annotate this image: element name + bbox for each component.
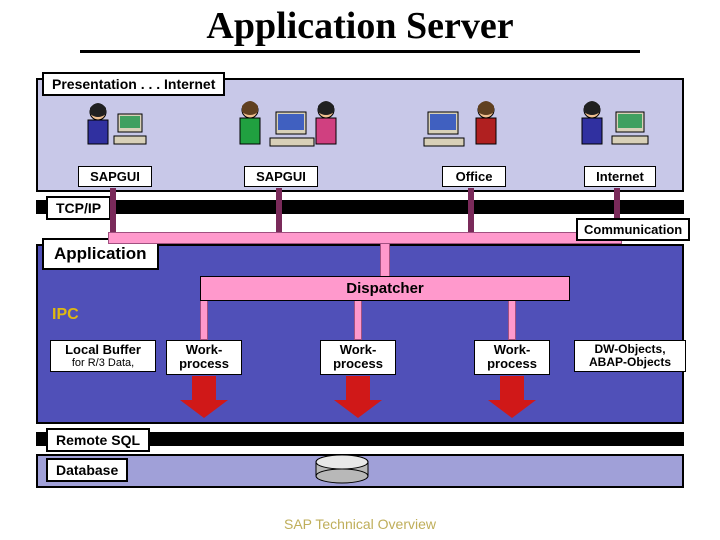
dw-objects-box: DW-Objects, ABAP-Objects: [574, 340, 686, 372]
client-internet: Internet: [584, 166, 656, 187]
connector-hbar: [108, 232, 622, 244]
database-cylinder-icon: [312, 454, 372, 484]
arrow-stem: [192, 376, 216, 402]
user-computer-icon: [84, 98, 148, 158]
down-arrow-icon: [180, 400, 228, 418]
page-title: Application Server: [80, 0, 640, 53]
wp-l1: Work-: [167, 343, 241, 357]
down-arrow-icon: [488, 400, 536, 418]
presentation-label: Presentation . . . Internet: [42, 72, 225, 96]
connector-line: [508, 300, 516, 340]
workprocess-box: Work- process: [474, 340, 550, 375]
wp-l1: Work-: [321, 343, 395, 357]
connector-line: [468, 188, 474, 234]
user-computer-icon: [232, 98, 342, 158]
wp-l1: Work-: [475, 343, 549, 357]
workprocess-box: Work- process: [166, 340, 242, 375]
connector-line: [354, 300, 362, 340]
local-buffer-l1: Local Buffer: [51, 343, 155, 357]
user-computer-icon: [420, 98, 510, 158]
tcpip-bar: [36, 200, 684, 214]
dispatcher-box: Dispatcher: [200, 276, 570, 301]
down-arrow-icon: [334, 400, 382, 418]
client-sapgui-1: SAPGUI: [78, 166, 152, 187]
connector-line: [276, 188, 282, 234]
communication-label: Communication: [576, 218, 690, 241]
workprocess-box: Work- process: [320, 340, 396, 375]
tcpip-label: TCP/IP: [46, 196, 111, 220]
remote-sql-label: Remote SQL: [46, 428, 150, 452]
client-office: Office: [442, 166, 506, 187]
user-computer-icon: [576, 98, 656, 158]
database-label: Database: [46, 458, 128, 482]
connector-line: [380, 244, 390, 276]
arrow-stem: [346, 376, 370, 402]
arrow-stem: [500, 376, 524, 402]
client-sapgui-2: SAPGUI: [244, 166, 318, 187]
ipc-label: IPC: [52, 306, 79, 324]
local-buffer-box: Local Buffer for R/3 Data,: [50, 340, 156, 372]
connector-line: [110, 188, 116, 234]
wp-l2: process: [321, 357, 395, 371]
footer-text: SAP Technical Overview: [0, 516, 720, 532]
wp-l2: process: [475, 357, 549, 371]
dw-l2: ABAP-Objects: [575, 356, 685, 369]
wp-l2: process: [167, 357, 241, 371]
local-buffer-l2: for R/3 Data,: [51, 357, 155, 369]
connector-line: [200, 300, 208, 340]
